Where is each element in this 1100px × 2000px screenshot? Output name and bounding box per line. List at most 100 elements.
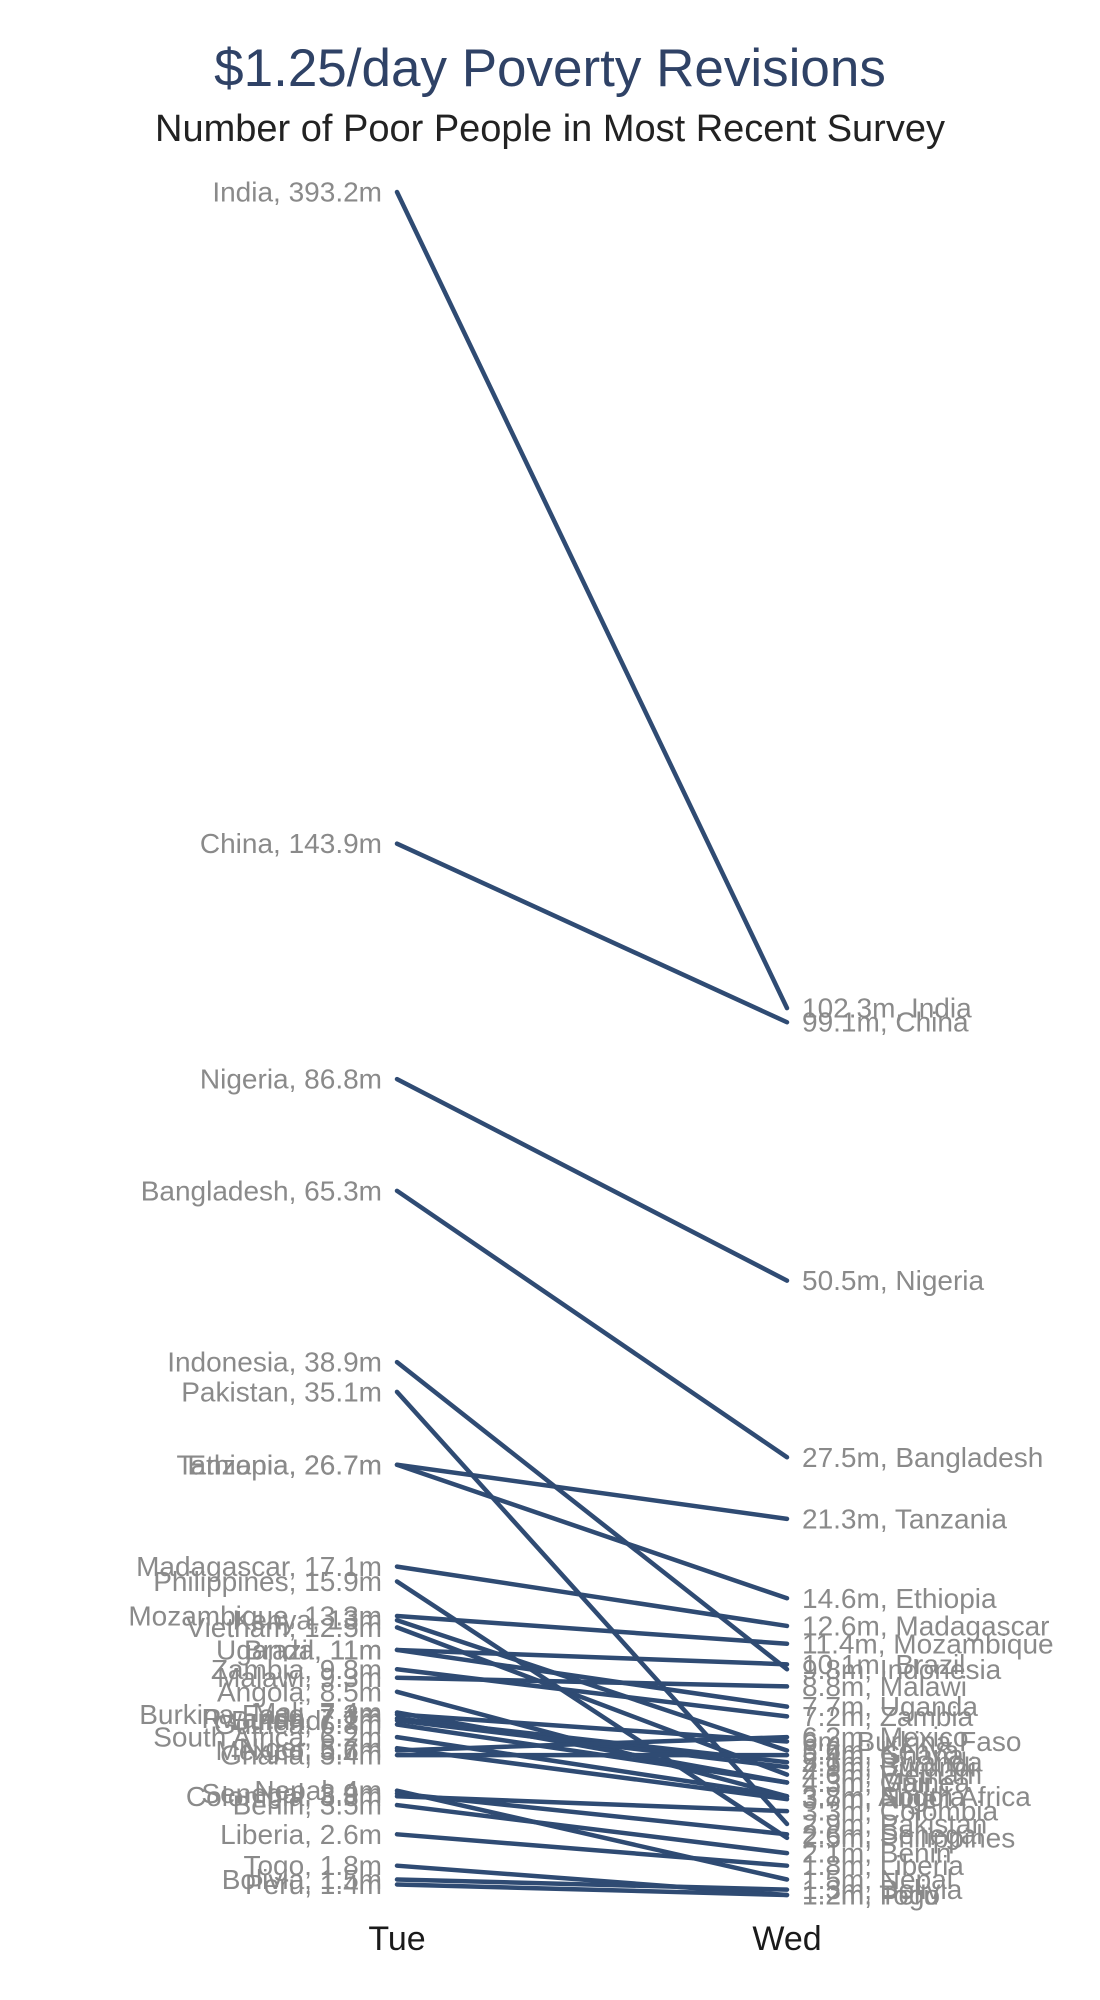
right-label-burundi: 4.9m, Burundi <box>802 1752 976 1783</box>
left-label-tanzania: Tanzania, 26.7m <box>177 1449 382 1480</box>
series-line-mexico <box>394 1734 790 1753</box>
right-label-mali: 4.3m, Mali <box>802 1767 931 1798</box>
right-label-uganda: 7.7m, Uganda <box>802 1691 978 1722</box>
right-label-benin: 2.1m, Benin <box>802 1838 951 1869</box>
left-label-brazil: Brazil, 11m <box>244 1634 382 1665</box>
left-label-nigeria: Nigeria, 86.8m <box>200 1064 382 1095</box>
series-line-mozambique <box>394 1613 790 1647</box>
left-label-angola: Angola, 8.5m <box>217 1676 382 1707</box>
right-label-angola: 3.8m, Angola <box>802 1781 966 1812</box>
series-line-ethiopia <box>394 1462 790 1601</box>
left-label-burundi: Burundi, 7m <box>231 1705 382 1736</box>
left-label-pakistan: Pakistan, 35.1m <box>181 1376 382 1407</box>
left-label-guinea: Guinea, 6.8m <box>214 1709 382 1740</box>
right-label-philippines: 2.5m, Philippines <box>802 1822 1015 1853</box>
series-line-madagascar <box>394 1564 790 1629</box>
left-label-benin: Benin, 3.5m <box>233 1790 382 1821</box>
series-line-nigeria <box>394 1076 790 1283</box>
series-line-kenya <box>394 1617 790 1753</box>
left-label-madagascar: Madagascar, 17.1m <box>136 1551 382 1582</box>
series-line-indonesia <box>394 1359 790 1672</box>
left-label-ethiopia: Ethiopia, 26.7m <box>187 1449 382 1480</box>
left-label-indonesia: Indonesia, 38.9m <box>167 1347 382 1378</box>
right-label-vietnam: 4.6m, Vietnam <box>802 1759 982 1790</box>
left-label-nepal: Nepal, 4m <box>254 1775 382 1806</box>
right-label-malawi: 8.8m, Malawi <box>802 1671 967 1702</box>
left-label-mexico: Mexico, 5.6m <box>216 1735 383 1766</box>
right-label-bangladesh: 27.5m, Bangladesh <box>802 1442 1043 1473</box>
right-label-kenya: 5.6m, Kenya <box>802 1735 960 1766</box>
right-label-brazil: 10.1m, Brazil <box>802 1649 965 1680</box>
x-axis: Tue Wed <box>368 1920 821 1958</box>
series-line-nepal <box>394 1788 790 1882</box>
right-label-bolivia: 1.3m, Bolivia <box>802 1874 963 1905</box>
left-label-india: India, 393.2m <box>212 177 382 208</box>
right-label-nigeria: 50.5m, Nigeria <box>802 1265 985 1296</box>
series-line-brazil <box>394 1647 790 1667</box>
series-line-india <box>394 189 790 1011</box>
right-label-ethiopia: 14.6m, Ethiopia <box>802 1583 997 1614</box>
left-label-togo: Togo, 1.8m <box>243 1850 382 1881</box>
series-line-uganda <box>394 1647 790 1709</box>
chart-title: $1.25/day Poverty Revisions <box>214 39 886 98</box>
series-line-bolivia <box>394 1877 790 1892</box>
chart-subtitle: Number of Poor People in Most Recent Sur… <box>155 108 945 150</box>
series-line-malawi <box>394 1675 790 1689</box>
right-label-indonesia: 9.8m, Indonesia <box>802 1654 1002 1685</box>
series-line-colombia <box>394 1794 790 1814</box>
left-label-uganda: Uganda, 11m <box>216 1634 382 1665</box>
left-label-mali: Mali, 7.4m <box>253 1697 382 1728</box>
x-tick-label-wed: Wed <box>752 1920 821 1958</box>
right-label-rwanda: 5.1m, Rwanda <box>802 1747 983 1778</box>
right-label-pakistan: 2.9m, Pakistan <box>802 1808 987 1839</box>
left-label-south-africa: South Africa, 6.2m <box>153 1722 382 1753</box>
left-label-niger: Niger, 5.7m <box>239 1733 382 1764</box>
left-label-senegal: Senegal, 3.9m <box>201 1778 382 1809</box>
right-label-niger: 3.7m, Niger <box>802 1784 947 1815</box>
left-label-liberia: Liberia, 2.6m <box>220 1819 382 1850</box>
left-label-burkina-faso: Burkina Faso, 7.3m <box>139 1699 382 1730</box>
left-label-colombia: Colombia, 3.8m <box>186 1781 382 1812</box>
right-label-colombia: 3.3m, Colombia <box>802 1796 999 1827</box>
left-label-malawi: Malawi, 9.3m <box>217 1662 382 1693</box>
left-label-ghana: Ghana, 5.4m <box>220 1740 382 1771</box>
right-label-south-africa: 3.8m, South Africa <box>802 1781 1031 1812</box>
series-line-china <box>394 841 790 1025</box>
left-label-bolivia: Bolivia, 1.5m <box>222 1864 382 1895</box>
right-label-peru: 1.2m, Peru <box>802 1880 939 1911</box>
right-label-liberia: 1.8m, Liberia <box>802 1850 964 1881</box>
left-label-rwanda: Rwanda, 7.1m <box>201 1703 382 1734</box>
series-line-burkina-faso <box>394 1712 790 1744</box>
right-label-mexico: 6.2m, Mexico <box>802 1722 969 1753</box>
left-label-peru: Peru, 1.4m <box>245 1869 382 1900</box>
right-label-togo: 1.2m, Togo <box>802 1880 940 1911</box>
left-label-kenya: Kenya, 13m <box>233 1605 382 1636</box>
series-line-benin <box>394 1802 790 1856</box>
right-label-nepal: 1.5m, Nepal <box>802 1864 953 1895</box>
series-labels: India, 393.2m 102.3m, India China, 143.9m 9… <box>128 177 1053 1911</box>
right-label-ghana: 5.4m, Ghana <box>802 1740 964 1771</box>
series-line-liberia <box>394 1832 790 1868</box>
series-line-philippines <box>394 1579 790 1841</box>
right-label-zambia: 7.2m, Zambia <box>802 1701 974 1732</box>
series-line-bangladesh <box>394 1188 790 1460</box>
series-line-tanzania <box>394 1462 790 1522</box>
left-label-bangladesh: Bangladesh, 65.3m <box>141 1175 382 1206</box>
series-lines <box>394 189 790 1898</box>
right-label-china: 99.1m, China <box>802 1007 969 1038</box>
right-label-burkina-faso: 6m, Burkina Faso <box>802 1726 1021 1757</box>
left-label-vietnam: Vietnam, 12.5m <box>186 1612 382 1643</box>
right-label-india: 102.3m, India <box>802 993 972 1024</box>
series-line-peru <box>394 1882 790 1898</box>
left-label-philippines: Philippines, 15.9m <box>153 1566 382 1597</box>
left-label-china: China, 143.9m <box>200 828 382 859</box>
right-label-guinea: 4.3m, Guinea <box>802 1767 971 1798</box>
left-label-zambia: Zambia, 9.8m <box>211 1654 382 1685</box>
right-label-madagascar: 12.6m, Madagascar <box>802 1610 1049 1641</box>
left-label-mozambique: Mozambique, 13.3m <box>128 1601 382 1632</box>
right-label-senegal: 2.6m, Senegal <box>802 1819 983 1850</box>
right-label-tanzania: 21.3m, Tanzania <box>802 1503 1007 1534</box>
x-tick-label-tue: Tue <box>368 1920 425 1958</box>
right-label-mozambique: 11.4m, Mozambique <box>802 1628 1054 1659</box>
